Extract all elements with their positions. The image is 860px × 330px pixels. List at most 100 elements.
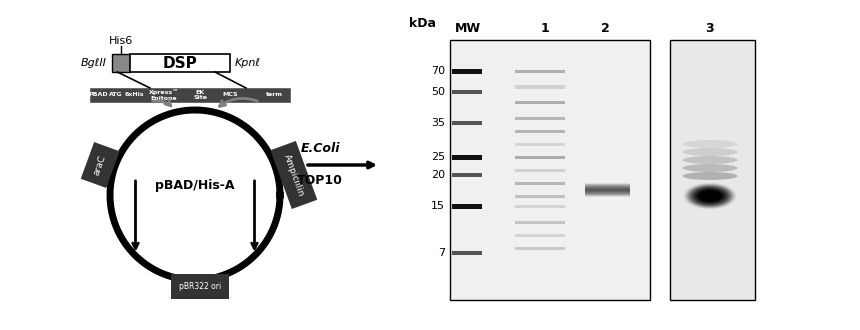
Text: 70: 70	[431, 66, 445, 76]
Bar	[585, 194, 630, 196]
Text: 35: 35	[431, 118, 445, 128]
Text: 2: 2	[600, 22, 610, 35]
Text: kDa: kDa	[408, 17, 435, 30]
Bar	[585, 189, 630, 191]
Ellipse shape	[701, 191, 719, 201]
FancyBboxPatch shape	[90, 88, 290, 102]
Bar	[515, 169, 565, 172]
Bar	[515, 220, 565, 224]
Ellipse shape	[685, 183, 735, 209]
FancyBboxPatch shape	[670, 40, 755, 300]
Text: araC: araC	[92, 153, 108, 177]
Ellipse shape	[683, 156, 738, 164]
Bar	[515, 85, 565, 89]
Bar	[585, 193, 630, 195]
Text: 1: 1	[541, 22, 550, 35]
Text: 6xHis: 6xHis	[124, 92, 144, 97]
Text: 25: 25	[431, 152, 445, 162]
Text: BgℓII: BgℓII	[81, 58, 107, 68]
Ellipse shape	[684, 183, 736, 209]
Text: Xpress™
Epitope: Xpress™ Epitope	[149, 89, 179, 101]
Ellipse shape	[695, 188, 725, 204]
Ellipse shape	[706, 194, 714, 198]
Bar	[452, 121, 482, 125]
Ellipse shape	[683, 140, 738, 148]
Bar	[585, 183, 630, 185]
Text: ATG: ATG	[109, 92, 123, 97]
Ellipse shape	[697, 190, 722, 202]
Bar	[515, 143, 565, 146]
FancyBboxPatch shape	[112, 54, 130, 72]
Text: Ampicillin: Ampicillin	[282, 152, 305, 197]
Text: 3: 3	[706, 22, 715, 35]
Ellipse shape	[708, 195, 712, 197]
Ellipse shape	[683, 164, 738, 172]
Text: E.Coli: E.Coli	[300, 142, 340, 155]
Text: 15: 15	[431, 201, 445, 212]
Ellipse shape	[683, 182, 737, 210]
Bar	[585, 195, 630, 197]
Text: Kpnℓ: Kpnℓ	[235, 58, 261, 68]
Ellipse shape	[693, 187, 727, 205]
Bar	[515, 182, 565, 185]
Text: term: term	[266, 92, 282, 97]
Ellipse shape	[697, 189, 723, 203]
Bar	[515, 234, 565, 237]
Ellipse shape	[690, 186, 731, 206]
FancyBboxPatch shape	[130, 54, 230, 72]
Bar	[585, 187, 630, 189]
Bar	[585, 190, 630, 192]
Bar	[515, 70, 565, 73]
Bar	[452, 251, 482, 255]
Ellipse shape	[705, 194, 715, 198]
Ellipse shape	[691, 186, 730, 206]
Bar	[452, 204, 482, 209]
Ellipse shape	[704, 193, 716, 199]
Text: 20: 20	[431, 170, 445, 180]
Text: DSP: DSP	[163, 55, 198, 71]
Bar	[585, 184, 630, 186]
Ellipse shape	[700, 191, 720, 201]
Text: pBAD/His-A: pBAD/His-A	[156, 179, 235, 191]
Ellipse shape	[699, 191, 721, 201]
Bar	[515, 155, 565, 159]
Bar	[585, 192, 630, 194]
Text: TOP10: TOP10	[297, 174, 343, 187]
Ellipse shape	[698, 190, 722, 202]
Ellipse shape	[707, 195, 713, 197]
Ellipse shape	[694, 188, 726, 204]
Bar	[515, 194, 565, 198]
Ellipse shape	[685, 184, 734, 208]
Ellipse shape	[683, 148, 738, 156]
Bar	[515, 205, 565, 209]
Ellipse shape	[703, 193, 716, 199]
FancyBboxPatch shape	[450, 40, 650, 300]
Text: MCS: MCS	[222, 92, 238, 97]
Text: EK
Site: EK Site	[193, 90, 207, 100]
Bar	[452, 154, 482, 159]
Text: His6: His6	[109, 36, 133, 46]
Bar	[585, 185, 630, 187]
Bar	[515, 129, 565, 133]
Bar	[452, 90, 482, 94]
Text: PBAD: PBAD	[89, 92, 108, 97]
Ellipse shape	[691, 186, 729, 206]
Bar	[515, 247, 565, 250]
Text: MW: MW	[455, 22, 481, 35]
Ellipse shape	[692, 187, 728, 205]
Text: pBR322 ori: pBR322 ori	[179, 282, 221, 291]
Bar	[515, 116, 565, 120]
Text: 50: 50	[431, 87, 445, 97]
Bar	[585, 188, 630, 190]
Bar	[515, 101, 565, 104]
Ellipse shape	[702, 192, 718, 200]
Bar	[452, 69, 482, 74]
Ellipse shape	[696, 189, 724, 203]
Text: 7: 7	[438, 248, 445, 258]
Ellipse shape	[686, 184, 734, 208]
Ellipse shape	[687, 185, 733, 207]
Ellipse shape	[683, 172, 738, 180]
Bar	[585, 186, 630, 188]
Ellipse shape	[688, 185, 732, 207]
Bar	[452, 173, 482, 177]
